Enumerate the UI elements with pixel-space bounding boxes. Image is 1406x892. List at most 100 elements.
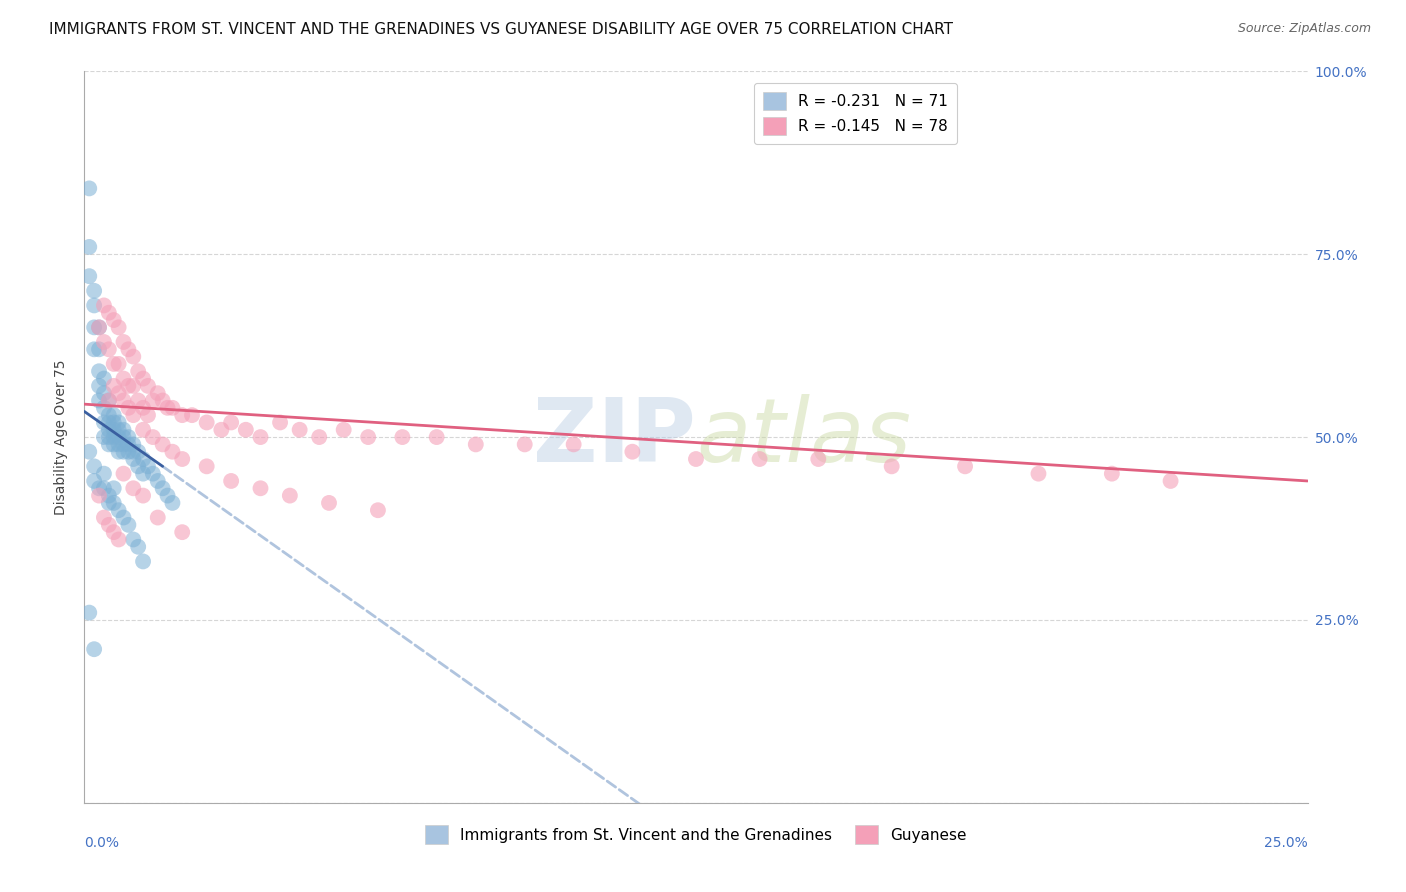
Point <box>209 423 232 437</box>
Point <box>132 371 155 385</box>
Point <box>77 240 100 254</box>
Point <box>122 481 145 495</box>
Point <box>142 467 165 481</box>
Point <box>87 343 110 357</box>
Point <box>562 437 585 451</box>
Point <box>87 364 110 378</box>
Point <box>136 408 159 422</box>
Point <box>93 334 115 349</box>
Point <box>162 444 184 458</box>
Point <box>195 416 218 430</box>
Point <box>112 467 135 481</box>
Point <box>103 525 125 540</box>
Point <box>107 533 129 547</box>
Point <box>426 430 449 444</box>
Text: atlas: atlas <box>696 394 911 480</box>
Point <box>93 401 115 415</box>
Point <box>97 437 120 451</box>
Point <box>146 474 169 488</box>
Point <box>117 430 139 444</box>
Point <box>152 437 174 451</box>
Point <box>97 416 120 430</box>
Point <box>97 489 120 503</box>
Point <box>112 444 135 458</box>
Point <box>195 459 218 474</box>
Point <box>513 437 536 451</box>
Point <box>152 481 174 495</box>
Point <box>132 401 155 415</box>
Point <box>1028 467 1050 481</box>
Point <box>83 459 105 474</box>
Point <box>122 350 145 364</box>
Point <box>77 444 100 458</box>
Point <box>127 444 149 458</box>
Point <box>107 320 129 334</box>
Point <box>97 408 120 422</box>
Point <box>219 416 242 430</box>
Point <box>146 510 169 524</box>
Point <box>77 606 100 620</box>
Point <box>83 642 105 657</box>
Point <box>87 481 110 495</box>
Point <box>117 437 139 451</box>
Point <box>107 430 129 444</box>
Text: 0.0%: 0.0% <box>84 836 120 850</box>
Point <box>332 423 354 437</box>
Point <box>97 423 120 437</box>
Point <box>136 459 159 474</box>
Point <box>93 298 115 312</box>
Point <box>136 379 159 393</box>
Point <box>107 416 129 430</box>
Point <box>132 452 155 467</box>
Point <box>93 371 115 385</box>
Point <box>162 496 184 510</box>
Text: ZIP: ZIP <box>533 393 696 481</box>
Point <box>1160 474 1182 488</box>
Point <box>127 540 149 554</box>
Point <box>357 430 380 444</box>
Point <box>103 379 125 393</box>
Point <box>181 408 204 422</box>
Point <box>112 393 135 408</box>
Point <box>87 320 110 334</box>
Point <box>278 489 301 503</box>
Point <box>269 416 291 430</box>
Point <box>391 430 413 444</box>
Point <box>117 517 139 532</box>
Text: IMMIGRANTS FROM ST. VINCENT AND THE GRENADINES VS GUYANESE DISABILITY AGE OVER 7: IMMIGRANTS FROM ST. VINCENT AND THE GREN… <box>49 22 953 37</box>
Point <box>172 408 194 422</box>
Point <box>107 444 129 458</box>
Point <box>103 313 125 327</box>
Text: 25.0%: 25.0% <box>1264 836 1308 850</box>
Point <box>117 343 139 357</box>
Point <box>103 416 125 430</box>
Point <box>103 481 125 495</box>
Point <box>122 533 145 547</box>
Point <box>748 452 770 467</box>
Point <box>132 489 155 503</box>
Point <box>112 437 135 451</box>
Legend: Immigrants from St. Vincent and the Grenadines, Guyanese: Immigrants from St. Vincent and the Gren… <box>419 819 973 850</box>
Point <box>93 467 115 481</box>
Point <box>97 393 120 408</box>
Point <box>97 393 120 408</box>
Point <box>142 430 165 444</box>
Point <box>127 364 149 378</box>
Point <box>156 401 179 415</box>
Point <box>87 489 110 503</box>
Point <box>103 408 125 422</box>
Text: Source: ZipAtlas.com: Source: ZipAtlas.com <box>1237 22 1371 36</box>
Point <box>156 489 179 503</box>
Point <box>146 386 169 401</box>
Point <box>132 467 155 481</box>
Y-axis label: Disability Age Over 75: Disability Age Over 75 <box>55 359 69 515</box>
Point <box>93 510 115 524</box>
Point <box>117 444 139 458</box>
Point <box>103 357 125 371</box>
Point <box>112 430 135 444</box>
Point <box>103 423 125 437</box>
Point <box>93 430 115 444</box>
Point <box>122 379 145 393</box>
Point <box>122 408 145 422</box>
Point <box>162 401 184 415</box>
